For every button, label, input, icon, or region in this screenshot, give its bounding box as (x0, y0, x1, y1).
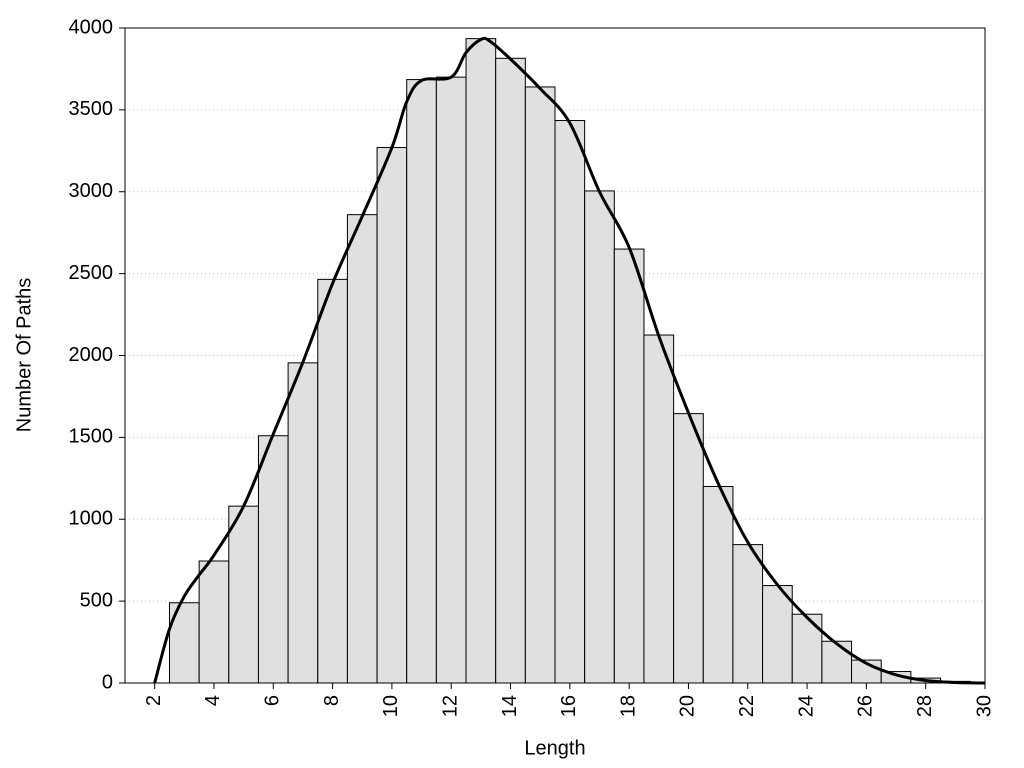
bar (732, 544, 764, 684)
x-tick-label: 18 (617, 695, 639, 717)
bar (791, 613, 823, 684)
x-tick-label: 16 (558, 695, 580, 717)
x-tick-label: 24 (795, 695, 817, 717)
bar (346, 214, 378, 684)
bar (376, 147, 408, 684)
bar (228, 505, 259, 684)
bar (317, 278, 348, 684)
bar (584, 190, 615, 684)
bar (495, 57, 526, 684)
plot-frame (124, 27, 986, 684)
bar (406, 79, 437, 684)
bar (257, 435, 289, 684)
bar (287, 362, 319, 684)
bar (435, 76, 467, 684)
x-tick-label: 22 (736, 695, 758, 717)
x-tick-label: 30 (973, 695, 995, 717)
bar (643, 334, 675, 684)
bar (673, 413, 704, 684)
bar (198, 560, 230, 684)
x-tick-label: 20 (677, 695, 699, 717)
y-tick-label: 3500 (69, 98, 114, 120)
x-axis-label: Length (524, 737, 585, 759)
y-tick-label: 500 (80, 589, 113, 611)
x-tick-label: 2 (143, 695, 165, 706)
y-axis-label: Number Of Paths (13, 278, 35, 433)
x-tick-label: 14 (499, 695, 521, 717)
y-tick-label: 2500 (69, 262, 114, 284)
x-tick-label: 28 (914, 695, 936, 717)
x-tick-label: 8 (321, 695, 343, 706)
bar (702, 486, 734, 684)
bar (465, 38, 497, 684)
y-tick-label: 4000 (69, 16, 114, 38)
y-tick-label: 1000 (69, 508, 114, 530)
y-tick-label: 1500 (69, 426, 114, 448)
bar (554, 120, 586, 684)
x-tick-label: 10 (380, 695, 402, 717)
curve (153, 36, 986, 685)
y-tick-label: 2000 (69, 344, 114, 366)
bar (762, 585, 793, 684)
x-tick-label: 12 (439, 695, 461, 717)
x-tick-label: 6 (262, 695, 284, 706)
x-tick-label: 4 (202, 695, 224, 706)
bar (524, 86, 556, 684)
y-tick-label: 0 (102, 671, 113, 693)
bar (613, 248, 645, 684)
y-tick-label: 3000 (69, 180, 114, 202)
x-tick-label: 26 (855, 695, 877, 717)
bar (821, 640, 853, 684)
